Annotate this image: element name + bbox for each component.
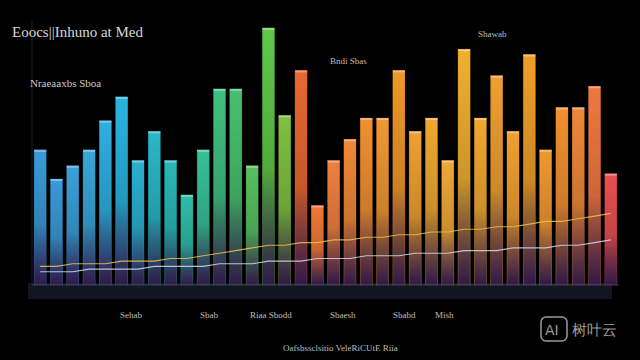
bar-cap [34,150,46,152]
annotation: Oafsbssclsitio VeleRiCUtE Riia [283,343,398,353]
bar [377,118,389,285]
bar [344,139,356,285]
watermark-badge: AI [545,322,559,338]
bar-cap [328,160,340,162]
bar [393,70,405,285]
bar-cap [279,115,291,117]
bar-cap [572,107,584,109]
bar-cap [344,139,356,141]
bar [67,166,79,285]
background [0,0,640,360]
title: Eoocs||Inhuno at Med [12,24,143,40]
bar-cap [295,70,307,72]
bar [181,195,193,285]
bar [197,150,209,285]
bar [491,76,503,285]
watermark-text: 树叶云 [572,321,617,339]
bar [230,89,242,285]
bar-cap [197,150,209,152]
bar [589,86,601,285]
bar [360,118,372,285]
chart: Eoocs||Inhuno at Med Nraeaaxbs Sboa Bndi S… [0,0,640,360]
bar-cap [116,97,128,99]
bar-cap [83,150,95,152]
bar [295,70,307,285]
bar-cap [409,131,421,133]
bar-cap [507,131,519,133]
marks [34,28,617,285]
watermark-badge-box [541,317,567,341]
bar [279,115,291,285]
bar-cap [165,160,177,162]
bar-cap [377,118,389,120]
annotation: Shawab [478,29,507,39]
bar-cap [393,70,405,72]
bar [148,131,160,285]
bar-cap [605,174,617,176]
annotation: Sehab [120,310,142,320]
bar-cap [181,195,193,197]
annotation: Sbab [200,310,219,320]
bar-cap [540,150,552,152]
bar [99,121,111,285]
bar [83,150,95,285]
bar-cap [67,166,79,168]
annotation: Sbabd [393,310,416,320]
line [40,240,611,272]
bar-cap [491,76,503,78]
y-axis [32,20,33,285]
annotation: Bndi Sbas [330,56,367,66]
subtitle: Nraeaaxbs Sboa [30,77,101,89]
bar [540,150,552,285]
bar-cap [148,131,160,133]
bar [328,160,340,285]
bar-cap [556,107,568,109]
bar-cap [458,49,470,51]
bar [425,118,437,285]
annotation: Riaa Sbodd [250,310,292,320]
bar [246,166,258,285]
bar [34,150,46,285]
bar-cap [246,166,258,168]
bar [132,160,144,285]
bar-cap [213,89,225,91]
bar [474,118,486,285]
bar-cap [442,160,454,162]
bar [572,107,584,285]
bar-cap [132,160,144,162]
bar-cap [360,118,372,120]
page: {"chart_data": { "type": "bar", "title":… [0,0,640,360]
bar [213,89,225,285]
bar [523,54,535,285]
bar-cap [523,54,535,56]
bar [50,179,62,285]
bar [442,160,454,285]
bar-cap [589,86,601,88]
bar [556,107,568,285]
bar-cap [474,118,486,120]
bar-cap [99,121,111,123]
bar [605,174,617,285]
bar-cap [425,118,437,120]
bar [409,131,421,285]
annotation: Mish [435,310,454,320]
bar [458,49,470,285]
bar-cap [230,89,242,91]
bar-cap [311,206,323,208]
bar-cap [50,179,62,181]
bar [116,97,128,285]
bar-cap [262,28,274,30]
bar [311,206,323,286]
bar [507,131,519,285]
annotation: Sbaesh [330,310,356,320]
